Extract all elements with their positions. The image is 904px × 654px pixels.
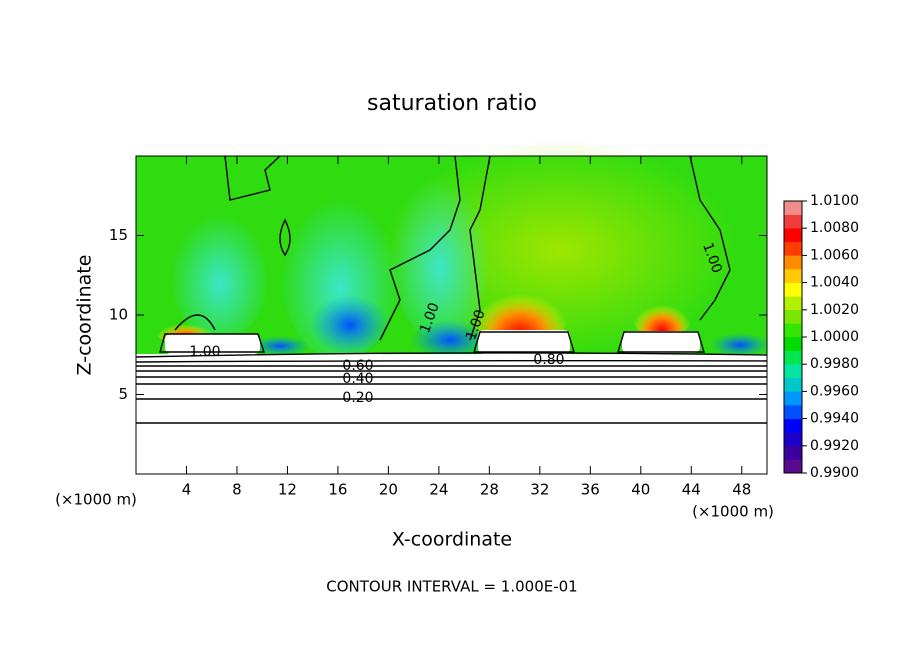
colorbar-swatch [784,350,802,365]
colorbar-swatch [784,364,802,379]
x-tick-label: 44 [682,481,701,499]
x-unit: (×1000 m) [692,503,774,521]
colorbar-tick-label: 1.0100 [810,193,859,209]
contours [135,155,768,424]
colorbar-tick-label: 1.0080 [810,220,859,236]
x-tick-label: 32 [530,481,549,499]
y-tick-label: 10 [109,306,128,324]
colorbar-swatch [784,296,802,311]
contour-label: 0.40 [342,371,373,387]
colorbar-swatch [784,228,802,243]
x-tick-label: 24 [429,481,448,499]
colorbar-tick-label: 0.9920 [810,438,859,454]
colorbar-swatch [784,214,802,229]
contour-label: 0.20 [342,390,373,406]
colorbar-swatch [784,377,802,392]
y-tick-label: 15 [109,226,128,244]
x-tick-label: 20 [379,481,398,499]
colorbar-swatch [784,269,802,283]
colorbar-swatch [784,241,802,256]
colorbar-tick-label: 1.0060 [810,247,859,263]
field [136,140,770,474]
colorbar-tick-label: 1.0000 [810,329,859,345]
contour-label: 0.80 [533,352,564,368]
chart-title: saturation ratio [367,91,537,116]
colorbar-tick-label: 0.9960 [810,383,859,399]
colorbar-tick-label: 1.0020 [810,302,859,318]
x-tick-label: 36 [581,481,600,499]
x-axis-label: X-coordinate [392,529,512,551]
x-tick-label: 8 [232,481,242,499]
colorbar-tick-label: 0.9940 [810,411,859,427]
colorbar-swatch [784,432,802,447]
x-tick-label: 12 [278,481,297,499]
colorbar-swatch [784,418,802,433]
colorbar-swatch [784,405,802,419]
colorbar-tick-label: 1.0040 [810,275,859,291]
x-tick-label: 28 [480,481,499,499]
y-axis-label: Z-coordinate [74,255,96,376]
contour-label: 0.60 [342,358,373,374]
colorbar-swatch [784,201,802,215]
colorbar-tick-label: 0.9980 [810,356,859,372]
colorbar-swatch [784,282,802,297]
footer: CONTOUR INTERVAL = 1.000E-01 [326,578,577,596]
y-tick-label: 5 [118,385,128,403]
colorbar-swatch [784,255,802,270]
contour-label: 1.00 [189,344,220,360]
x-tick-label: 4 [182,481,192,499]
colorbar-tick-label: 0.9900 [810,465,859,481]
colorbar-swatch [784,459,802,474]
x-unit: (×1000 m) [55,491,137,509]
colorbar-swatch [784,309,802,324]
colorbar-swatch [784,323,802,338]
colorbar-swatch [784,391,802,406]
colorbar-swatch [784,337,802,351]
x-tick-label: 16 [328,481,347,499]
x-tick-label: 40 [631,481,650,499]
colorbar-swatch [784,445,802,460]
x-tick-label: 48 [732,481,751,499]
